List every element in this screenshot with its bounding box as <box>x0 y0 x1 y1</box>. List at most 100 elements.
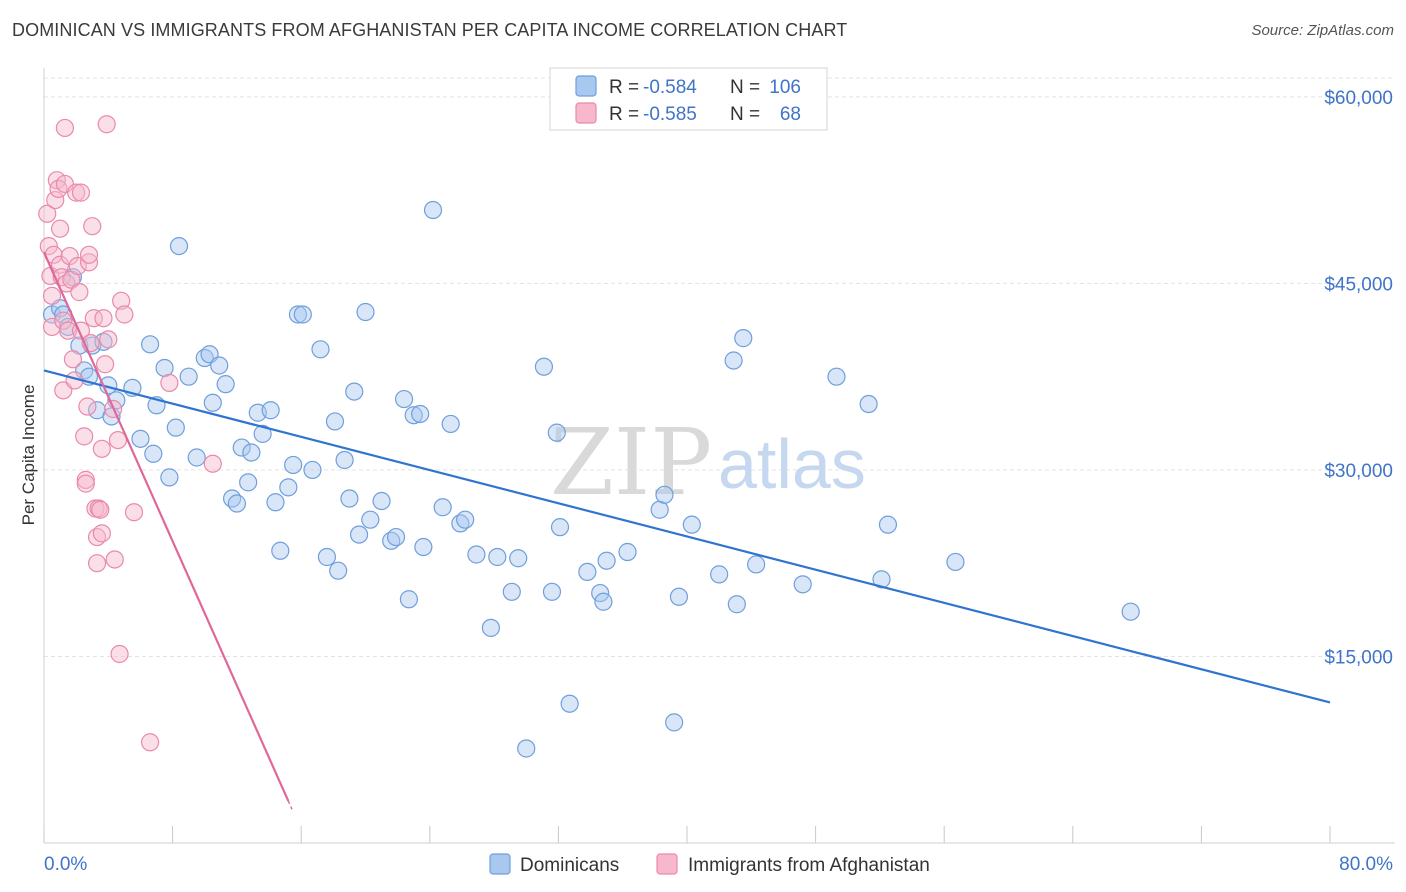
dominicans-point <box>481 618 500 637</box>
afghanistan-point <box>84 309 103 328</box>
dominicans-point <box>166 418 185 437</box>
x-tick-label: 0.0% <box>44 854 87 875</box>
dominicans-point <box>386 527 406 547</box>
dominicans-point <box>727 595 746 614</box>
afghanistan-point <box>140 733 160 752</box>
dominicans-point <box>710 565 729 584</box>
dominicans-point <box>169 236 189 256</box>
dominicans-point <box>356 302 375 322</box>
dominicans-point <box>456 510 475 529</box>
dominicans-point <box>423 200 443 220</box>
dominicans-point <box>349 525 369 544</box>
afghanistan-point <box>54 311 73 330</box>
dominicans-point <box>594 592 613 611</box>
dominicans-point <box>325 412 345 431</box>
dominicans-point <box>266 493 285 512</box>
afghanistan-point <box>94 309 113 328</box>
afghanistan-point <box>87 554 107 573</box>
afghanistan-point <box>39 236 58 256</box>
afghanistan-point <box>71 183 91 202</box>
afghanistan-point <box>75 427 94 446</box>
dominicans-point <box>303 460 322 480</box>
legend-r-value-2: -0.585 <box>643 104 697 125</box>
dominicans-point <box>340 489 359 508</box>
afghanistan-point <box>76 474 95 493</box>
legend-afghanistan-swatch <box>656 853 678 875</box>
dominicans-point <box>293 305 312 324</box>
afghanistan-point <box>67 183 86 202</box>
y-tick-label: $45,000 <box>1324 274 1393 295</box>
dominicans-point <box>232 438 251 457</box>
y-axis-title: Per Capita Income <box>19 385 38 526</box>
afghanistan-point <box>124 503 144 522</box>
dominicans-point <box>578 562 597 582</box>
y-tick-label: $30,000 <box>1324 461 1393 482</box>
legend-pink-swatch <box>575 102 597 124</box>
legend-dominicans-label: Dominicans <box>520 855 619 876</box>
afghanistan-point <box>68 256 87 276</box>
dominicans-points <box>42 200 1140 758</box>
legend-r-label-2: R = <box>609 104 639 125</box>
axes: $15,000 $30,000 $45,000 $60,000 0.0% 80.0% <box>43 68 1395 875</box>
afghanistan-point <box>63 350 83 369</box>
dominicans-point <box>345 382 364 401</box>
dominicans-point <box>242 443 261 462</box>
dominicans-point <box>203 393 222 412</box>
legend-n-label-1: N = <box>730 77 760 98</box>
dominicans-point <box>179 367 198 386</box>
dominicans-point <box>597 551 616 570</box>
afghanistan-point <box>70 283 89 302</box>
dominicans-point <box>253 424 272 443</box>
dominicans-point <box>509 549 528 568</box>
dominicans-point <box>399 590 419 609</box>
dominicans-point <box>404 406 423 425</box>
afghanistan-point <box>46 190 65 210</box>
legend-n-label-2: N = <box>730 104 760 125</box>
dominicans-point <box>414 537 433 557</box>
afghanistan-point <box>38 204 57 223</box>
dominicans-point <box>859 394 878 414</box>
afghanistan-points <box>38 115 222 752</box>
afghanistan-point <box>99 330 118 349</box>
dominicans-point <box>1121 602 1140 621</box>
dominicans-point <box>517 739 536 758</box>
dominicans-point <box>222 489 242 508</box>
dominicans-point <box>140 335 160 354</box>
afghanistan-point <box>160 373 179 392</box>
dominicans-point <box>75 361 94 380</box>
dominicans-point <box>311 340 330 359</box>
dominicans-point <box>271 541 290 560</box>
dominicans-point <box>682 515 701 534</box>
chart-source: Source: ZipAtlas.com <box>1251 22 1394 39</box>
afghanistan-point <box>79 245 99 264</box>
dominicans-point <box>502 582 521 601</box>
legend-n-value-1: 106 <box>769 77 801 98</box>
dominicans-point <box>488 547 507 567</box>
dominicans-point <box>372 491 391 511</box>
afghanistan-point <box>105 550 124 569</box>
dominicans-point <box>284 455 303 475</box>
afghanistan-point <box>78 397 97 416</box>
y-tick-label: $60,000 <box>1324 88 1393 109</box>
dominicans-point <box>747 555 766 574</box>
afghanistan-trend-line <box>42 251 290 802</box>
watermark-atlas: atlas <box>718 425 866 503</box>
dominicans-point <box>210 356 229 375</box>
legend-r-value-1: -0.584 <box>643 77 697 98</box>
dominicans-point <box>227 494 246 513</box>
dominicans-point <box>187 448 206 467</box>
watermark-zip: ZIP <box>550 409 712 516</box>
dominicans-point <box>394 389 414 409</box>
dominicans-point <box>793 575 812 594</box>
dominicans-point <box>550 518 570 537</box>
dominicans-point <box>441 414 460 434</box>
dominicans-point <box>872 570 891 589</box>
dominicans-point <box>335 450 354 470</box>
correlation-legend: R = -0.584 N = 106 R = -0.585 N = 68 <box>549 67 828 131</box>
dominicans-point <box>560 694 579 713</box>
afghanistan-point <box>95 355 115 374</box>
dominicans-point <box>433 498 452 517</box>
dominicans-point <box>724 351 743 370</box>
dominicans-point <box>216 375 235 394</box>
